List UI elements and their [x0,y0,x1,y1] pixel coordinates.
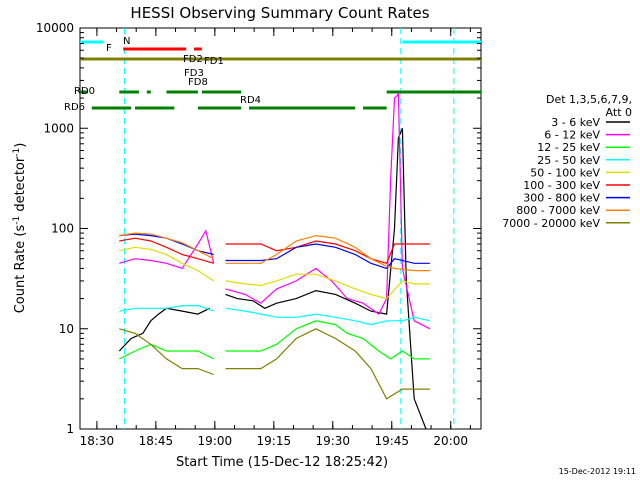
y-tick-label: 1000 [43,121,74,135]
y-tick-label: 10000 [36,21,74,35]
series-line [225,273,430,300]
series-line [225,320,430,360]
flag-label: FD2 [183,54,203,65]
y-axis-label-end: ) [13,143,28,148]
series-line [119,232,214,260]
footer-timestamp: 15-Dec-2012 19:11 [559,467,636,476]
y-tick-label: 1 [66,422,74,436]
series-line [225,243,430,270]
x-tick-label: 19:15 [257,434,292,448]
series-line [119,343,214,360]
y-axis-label-sup2: -1 [12,148,22,157]
legend-label: 6 - 12 keV [544,129,600,142]
flag-label: RD4 [240,95,261,106]
chart-title: HESSI Observing Summary Count Rates [130,4,429,22]
legend-label: 3 - 6 keV [551,116,600,129]
series-line [119,246,215,282]
legend-label: 100 - 300 keV [523,179,600,192]
legend-label: 50 - 100 keV [530,166,600,179]
x-tick-label: 18:30 [80,434,115,448]
x-axis-ticks: 18:30 18:45 19:00 19:15 19:30 19:45 20:00 [80,28,471,448]
y-tick-label: 100 [51,222,74,236]
legend-label: 300 - 800 keV [523,192,600,205]
series-line [119,305,214,312]
series-layer [118,92,431,430]
legend-label: 800 - 7000 keV [516,204,600,217]
series-line [225,92,431,330]
x-tick-label: 20:00 [433,434,468,448]
series-line [225,307,431,326]
y-axis-label-sup1: -1 [12,216,22,225]
legend-label: 12 - 25 keV [537,141,600,154]
flag-label: FD3 [184,68,204,79]
series-line [225,128,427,430]
series-line [119,229,215,270]
series-line [225,240,430,265]
flag-label: FD1 [204,56,224,67]
legend-title-2: Att 0 [606,106,632,119]
y-axis-label-mid: detector [13,156,28,216]
x-tick-label: 19:00 [198,434,233,448]
y-tick-label: 10 [59,322,74,336]
plot-frame [79,27,482,430]
series-line [225,328,430,400]
x-tick-label: 19:45 [374,434,409,448]
x-axis-label: Start Time (15-Dec-12 18:25:42) [176,455,388,470]
y-axis-label-main: Count Rate (s [13,225,28,314]
flag-label: N [123,36,130,47]
flag-label: F [106,43,112,54]
x-tick-label: 19:30 [315,434,350,448]
flag-label: RD0 [74,86,95,97]
series-line [119,328,214,376]
vline-layer [123,28,455,429]
legend-title-1: Det 1,3,5,6,7,9, [546,93,632,106]
flag-label: RD6 [64,102,85,113]
y-axis-ticks: 1 10 100 1000 10000 [36,21,481,436]
x-tick-label: 18:45 [139,434,174,448]
flag-label: FD8 [188,77,208,88]
series-line [119,237,214,264]
series-line [225,234,430,272]
y-axis-label: Count Rate (s-1 detector-1) [12,143,28,314]
legend-label: 7000 - 20000 keV [502,217,600,230]
legend-label: 25 - 50 keV [537,154,600,167]
series-line [118,307,210,352]
